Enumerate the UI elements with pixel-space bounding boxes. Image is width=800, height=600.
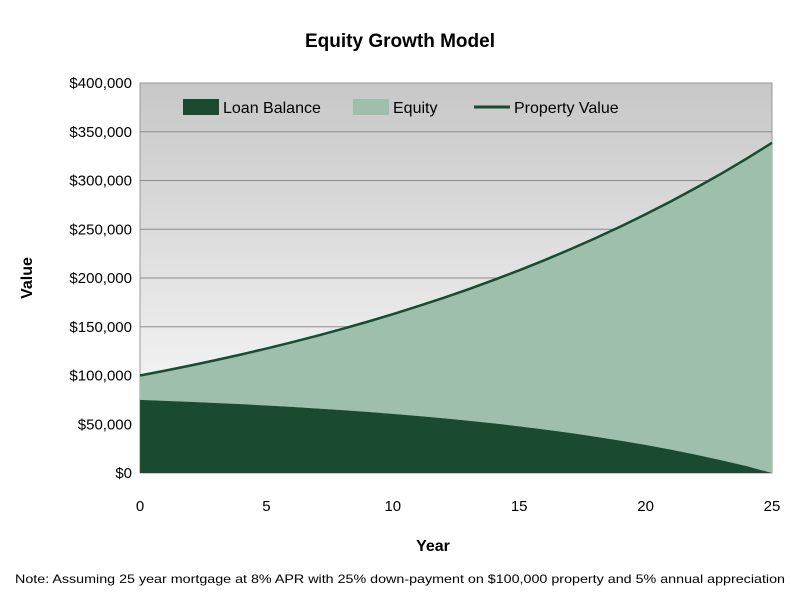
legend-swatch-equity <box>353 99 389 115</box>
legend-label-equity: Equity <box>393 100 437 117</box>
legend: Loan Balance Equity Property Value <box>183 99 619 117</box>
x-tick-label: 20 <box>637 498 654 515</box>
x-tick-label: 5 <box>262 498 270 515</box>
y-tick-label: $200,000 <box>69 270 132 287</box>
y-tick-label: $150,000 <box>69 319 132 336</box>
series-layer <box>139 141 773 473</box>
y-tick-label: $400,000 <box>69 75 132 92</box>
series-line-property-value <box>139 141 773 377</box>
footnote: Note: Assuming 25 year mortgage at 8% AP… <box>15 572 785 586</box>
legend-label-loan-balance: Loan Balance <box>223 100 321 117</box>
y-tick-label: $0 <box>115 465 132 482</box>
x-tick-label: 25 <box>764 498 781 515</box>
x-tick-label: 15 <box>511 498 528 515</box>
y-tick-label: $350,000 <box>69 124 132 141</box>
x-tick-label: 0 <box>136 498 144 515</box>
y-tick-label: $50,000 <box>78 416 132 433</box>
legend-label-property-value: Property Value <box>514 100 619 117</box>
y-tick-label: $250,000 <box>69 221 132 238</box>
chart-title: Equity Growth Model <box>305 31 495 52</box>
x-axis: 0 5 10 15 20 25 <box>136 498 781 515</box>
x-tick-label: 10 <box>384 498 401 515</box>
series-area-equity <box>140 142 772 473</box>
y-tick-label: $300,000 <box>69 173 132 190</box>
y-tick-label: $100,000 <box>69 368 132 385</box>
y-axis-title: Value <box>19 257 36 299</box>
legend-swatch-loan-balance <box>183 99 219 115</box>
y-axis: $0 $50,000 $100,000 $150,000 $200,000 $250,00… <box>69 75 132 482</box>
x-axis-title: Year <box>416 538 450 555</box>
series-area-loan-balance <box>140 399 772 473</box>
